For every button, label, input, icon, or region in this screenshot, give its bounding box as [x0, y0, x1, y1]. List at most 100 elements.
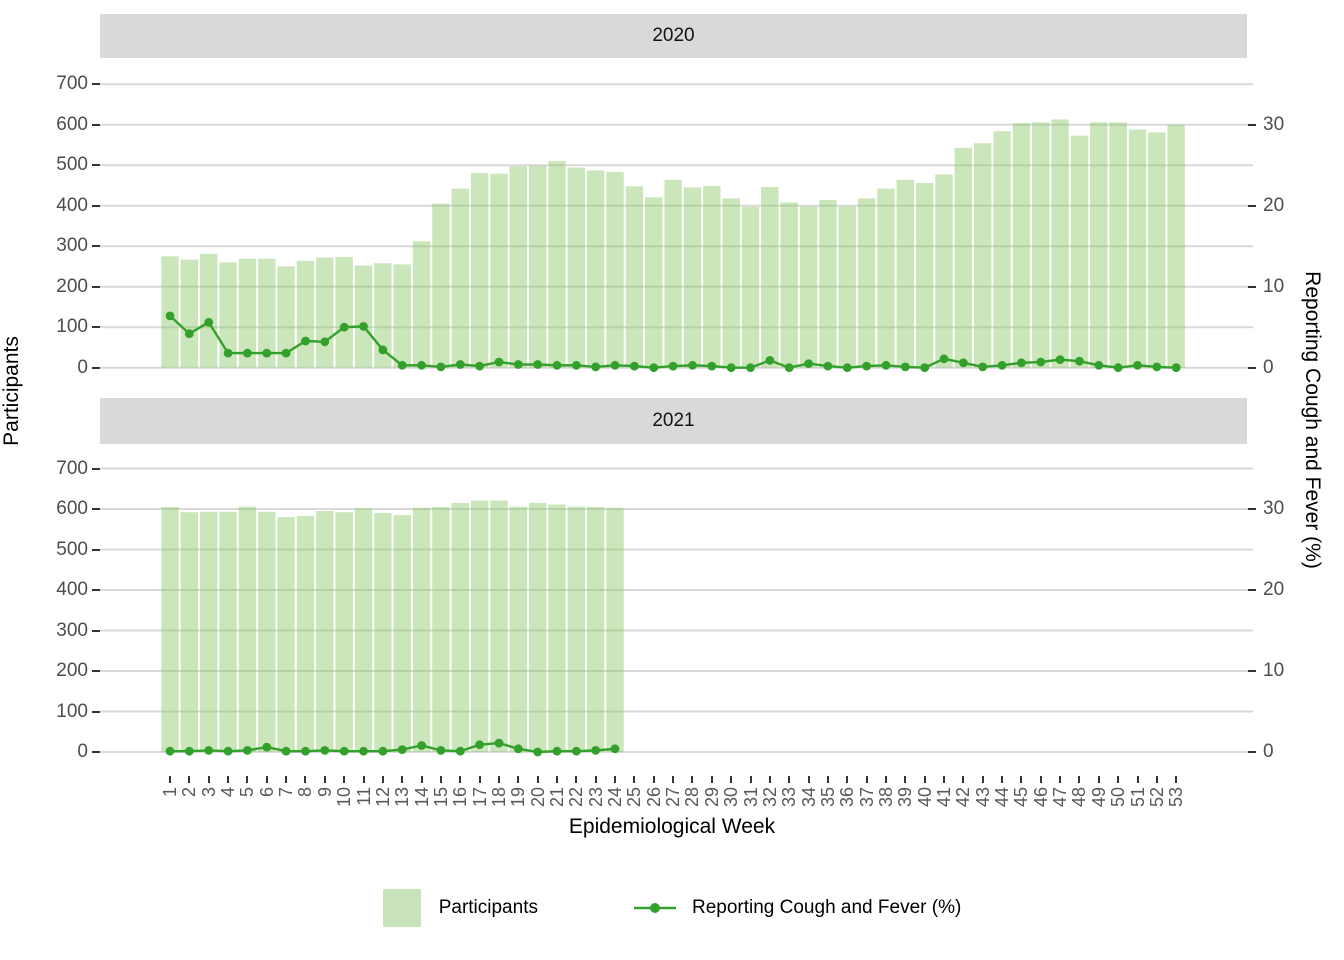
- y-left-tick-mark: [92, 285, 100, 288]
- gridlines-2020: [100, 83, 1253, 369]
- x-tick-mark: [768, 776, 771, 783]
- x-tick-mark: [691, 776, 694, 783]
- x-tick-mark: [188, 776, 191, 783]
- facet-label-2020: 2020: [652, 25, 695, 46]
- legend: Participants Reporting Cough and Fever (…: [0, 880, 1344, 936]
- x-tick-mark: [227, 776, 230, 783]
- x-tick-mark: [846, 776, 849, 783]
- y-left-tick-label: 400: [56, 579, 88, 600]
- x-tick-mark: [1136, 776, 1139, 783]
- x-tick-mark: [807, 776, 810, 783]
- y-left-tick-label: 300: [56, 235, 88, 257]
- facet-strip-2021: 2021: [100, 398, 1247, 444]
- x-tick-mark: [1117, 776, 1120, 783]
- y-left-tick-mark: [92, 204, 100, 207]
- plot-area-2020: [100, 83, 1253, 373]
- x-tick-mark: [633, 776, 636, 783]
- x-tick-mark: [904, 776, 907, 783]
- y-right-tick-label: 10: [1263, 275, 1285, 297]
- x-tick-mark: [962, 776, 965, 783]
- x-axis-title: Epidemiological Week: [568, 815, 776, 838]
- y-left-tick-label: 600: [56, 498, 88, 519]
- y-right-tick-mark: [1248, 589, 1256, 591]
- x-tick-mark: [401, 776, 404, 783]
- line-cough-fever-2020: [165, 311, 1181, 373]
- x-tick-mark: [517, 776, 520, 783]
- y-left-tick-label: 500: [56, 154, 88, 176]
- y-right-tick-mark: [1248, 123, 1256, 126]
- x-tick-mark: [285, 776, 288, 783]
- gridlines-2021: [100, 467, 1253, 753]
- x-tick-mark: [749, 776, 752, 783]
- plot-area-2021: [100, 467, 1253, 757]
- legend-key-line-point: [633, 903, 676, 913]
- y-left-tick-mark: [92, 589, 100, 591]
- y-left-tick-mark: [92, 245, 100, 248]
- x-tick-mark: [943, 776, 945, 783]
- x-tick-mark: [865, 776, 868, 783]
- y-left-tick-mark: [92, 366, 100, 369]
- x-tick-mark: [614, 776, 617, 783]
- y-right-tick-mark: [1248, 508, 1256, 510]
- y-axis-title-right: Reporting Cough and Fever (%): [1301, 271, 1324, 569]
- legend-key-participants-swatch: [382, 889, 421, 927]
- x-tick-mark: [826, 776, 829, 783]
- y-left-tick-label: 200: [56, 275, 88, 297]
- y-right-tick-mark: [1248, 285, 1256, 288]
- x-tick-mark: [304, 776, 307, 783]
- x-tick-mark: [362, 776, 365, 783]
- y-left-tick-label: 700: [56, 73, 88, 95]
- x-tick-mark: [1155, 776, 1158, 783]
- x-tick-mark: [207, 776, 210, 783]
- y-left-tick-mark: [92, 548, 100, 551]
- x-tick-mark: [497, 776, 500, 783]
- facet-panel-2021: [100, 444, 1253, 775]
- y-right-tick-mark: [1248, 366, 1256, 369]
- y-left-tick-mark: [92, 467, 100, 470]
- y-right-tick-label: 20: [1263, 194, 1285, 216]
- y-left-tick-label: 700: [56, 457, 88, 479]
- y-left-tick-mark: [92, 751, 100, 753]
- y-left-tick-mark: [92, 670, 100, 672]
- x-tick-mark: [265, 776, 268, 783]
- x-tick-mark: [420, 776, 423, 783]
- y-left-tick-label: 0: [77, 356, 88, 378]
- y-right-tick-label: 30: [1263, 498, 1285, 519]
- y-right-tick-mark: [1248, 670, 1256, 672]
- y-left-tick-mark: [92, 710, 100, 713]
- x-tick-mark: [536, 776, 539, 783]
- y-left-tick-label: 0: [77, 741, 88, 762]
- x-tick-mark: [730, 776, 733, 783]
- y-right-tick-label: 0: [1263, 741, 1274, 762]
- x-tick-mark: [652, 776, 655, 783]
- x-tick-mark: [923, 776, 926, 783]
- y-left-tick-label: 100: [56, 700, 88, 722]
- y-axis-title-left: Participants: [0, 336, 23, 446]
- facet-label-2021: 2021: [652, 410, 695, 431]
- legend-label-participants: Participants: [438, 897, 538, 918]
- x-tick-mark: [1039, 776, 1042, 783]
- legend-label-cough-fever: Reporting Cough and Fever (%): [691, 897, 962, 918]
- y-left-tick-label: 600: [56, 113, 88, 135]
- x-tick-mark: [381, 776, 384, 783]
- x-tick-mark: [246, 776, 249, 783]
- y-right-tick-label: 30: [1263, 113, 1285, 135]
- facet-panel-2020: [100, 58, 1253, 391]
- facet-strip-2020: 2020: [100, 14, 1247, 58]
- x-tick-mark: [1097, 776, 1100, 783]
- bars-participants-2020: [161, 119, 1185, 368]
- x-tick-mark: [323, 776, 326, 783]
- y-left-tick-mark: [92, 164, 100, 167]
- x-tick-mark: [788, 776, 791, 783]
- bars-participants-2021: [161, 500, 624, 752]
- y-left-tick-label: 400: [56, 194, 88, 216]
- x-tick-mark: [1020, 776, 1023, 783]
- x-tick-mark: [459, 776, 462, 783]
- y-left-tick-mark: [92, 123, 100, 126]
- x-tick-mark: [1078, 776, 1081, 783]
- x-tick-mark: [575, 776, 578, 783]
- y-left-tick-label: 100: [56, 316, 88, 338]
- x-tick-mark: [439, 776, 442, 783]
- x-tick-mark: [169, 776, 171, 783]
- x-tick-mark: [672, 776, 675, 783]
